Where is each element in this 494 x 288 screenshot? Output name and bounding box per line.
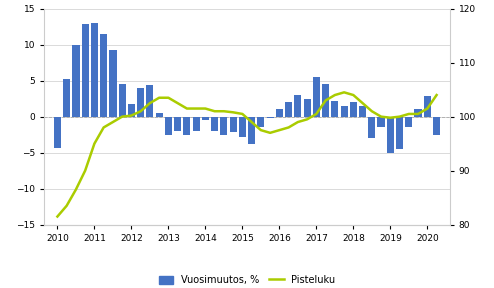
Bar [377,117,385,127]
Bar [248,117,255,144]
Bar [91,23,98,117]
Bar [331,101,338,117]
Bar [220,117,227,135]
Bar [128,104,135,117]
Bar [267,117,274,118]
Bar [276,109,283,117]
Bar [239,117,246,137]
Bar [313,77,320,117]
Bar [294,95,301,117]
Bar [359,106,366,117]
Bar [193,117,200,131]
Bar [387,117,394,153]
Bar [414,109,422,117]
Bar [82,24,89,117]
Bar [285,102,292,117]
Bar [202,117,209,120]
Bar [54,117,61,147]
Bar [156,113,163,117]
Bar [119,84,126,117]
Bar [396,117,403,149]
Bar [165,117,172,135]
Bar [146,85,154,117]
Bar [63,79,70,117]
Bar [257,117,264,127]
Bar [183,117,191,135]
Bar [340,106,348,117]
Bar [211,117,218,131]
Bar [109,50,117,117]
Bar [433,117,440,135]
Bar [100,34,107,117]
Bar [322,84,329,117]
Bar [303,98,311,117]
Bar [424,96,431,117]
Bar [137,88,144,117]
Bar [350,102,357,117]
Legend: Vuosimuutos, %, Pisteluku: Vuosimuutos, %, Pisteluku [155,271,339,288]
Bar [405,117,412,127]
Bar [72,45,80,117]
Bar [174,117,181,131]
Bar [368,117,375,138]
Bar [230,117,237,132]
